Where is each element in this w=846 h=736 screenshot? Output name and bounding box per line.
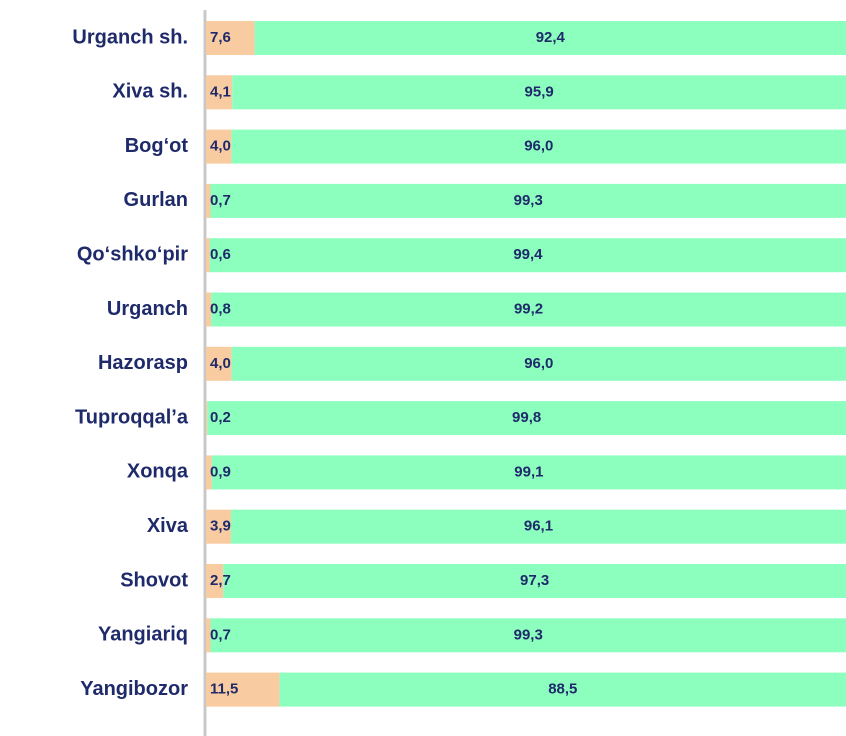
bar-segment [206,183,211,218]
value-label: 0,6 [210,246,231,263]
bar-segment [211,292,846,327]
value-label: 96,0 [524,355,553,372]
bar-segment [206,509,231,544]
value-label: 4,1 [210,83,231,100]
value-label: 99,4 [513,246,543,263]
value-label: 0,2 [210,409,231,426]
bar-segment [206,292,212,327]
bar-segment [210,618,846,653]
bar-segment [211,455,846,490]
category-label: Shovot [120,569,188,591]
value-label: 92,4 [536,29,566,46]
bar-segment [231,129,846,164]
value-label: 2,7 [210,572,231,589]
bar-segment [206,21,255,55]
bar-segment [232,75,846,110]
category-label: Xiva sh. [112,81,188,103]
bar-segment [254,21,846,55]
value-label: 4,0 [210,138,231,155]
category-label: Yangibozor [80,678,188,700]
value-label: 0,9 [210,463,231,480]
category-label: Urganch [107,298,188,320]
value-label: 96,0 [524,138,553,155]
bar-segment [206,238,210,273]
bar-segment [206,346,232,381]
value-label: 99,8 [512,409,541,426]
bar-segment [209,238,846,273]
value-label: 0,7 [210,626,231,643]
bar-segment [210,183,846,218]
value-label: 97,3 [520,572,549,589]
value-label: 99,3 [514,626,543,643]
value-label: 3,9 [210,518,231,535]
bar-segment [223,564,846,598]
value-label: 99,1 [514,463,543,480]
value-label: 96,1 [524,518,553,535]
bar-segment [279,672,846,707]
category-label: Gurlan [124,189,188,211]
bar-segment [206,672,280,707]
category-label: Xiva [147,515,189,537]
bar-segment [206,129,232,164]
value-label: 99,2 [514,300,543,317]
category-label: Bog‘ot [125,135,189,157]
bar-segment [230,509,846,544]
value-label: 0,8 [210,300,231,317]
bar-segment [206,618,211,653]
value-label: 95,9 [525,83,554,100]
value-label: 88,5 [548,681,577,698]
value-label: 4,0 [210,355,231,372]
bar-segment [231,346,846,381]
bar-segment [207,401,846,436]
value-label: 11,5 [210,681,238,698]
category-label: Qo‘shko‘pir [77,243,188,265]
bar-segment [206,401,208,436]
category-label: Yangiariq [98,624,188,646]
category-label: Tuproqqal’a [75,406,189,428]
bar-segment [206,564,224,598]
value-label: 99,3 [514,192,543,209]
value-label: 7,6 [210,29,231,46]
bar-segment [206,455,212,490]
category-label: Urganch sh. [72,26,188,48]
category-label: Xonqa [127,461,189,483]
value-label: 0,7 [210,192,231,209]
bar-segment [206,75,233,110]
category-label: Hazorasp [98,352,188,374]
